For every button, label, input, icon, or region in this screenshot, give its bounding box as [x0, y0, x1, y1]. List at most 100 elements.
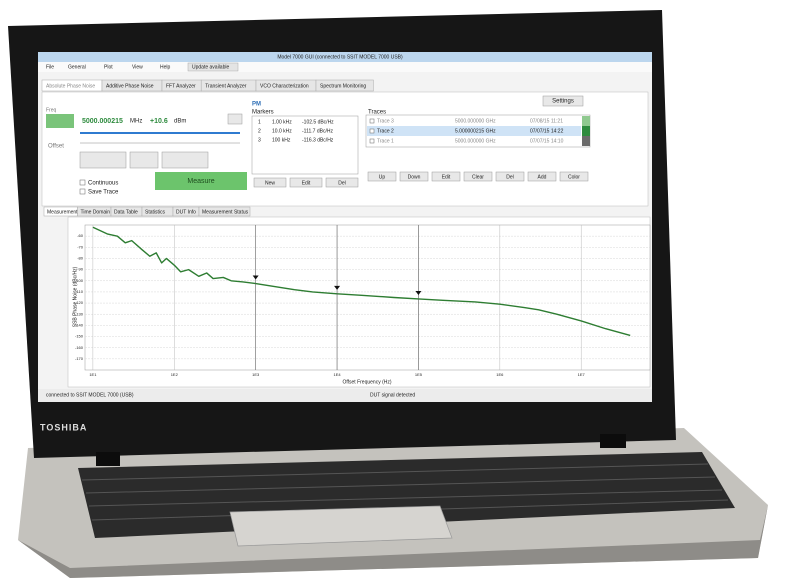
subtab-label: DUT Info — [176, 209, 196, 215]
trace-color — [582, 116, 590, 126]
trace-color — [582, 136, 590, 146]
tab-label: FFT Analyzer — [166, 83, 196, 89]
y-axis-label: SSB Phase Noise (dBc/Hz) — [72, 266, 78, 327]
y-tick-label: -160 — [75, 345, 84, 350]
menu-item[interactable]: Help — [160, 64, 171, 70]
trace-button[interactable] — [463, 171, 493, 182]
trace-button[interactable] — [495, 171, 525, 182]
trace-cell: Trace 1 — [377, 138, 394, 144]
marker-button-label: Del — [338, 180, 346, 186]
key-lines — [81, 463, 729, 521]
subtab-label: Statistics — [145, 209, 166, 215]
trace-button[interactable] — [367, 171, 397, 182]
trace-cell: 07/07/15 14:10 — [530, 138, 564, 144]
option-button[interactable] — [161, 151, 209, 169]
subtab[interactable] — [198, 206, 251, 217]
checkbox[interactable] — [369, 138, 375, 144]
x-tick-label: 1E4 — [333, 372, 341, 377]
trace-button-label: Edit — [442, 174, 451, 180]
marker — [415, 290, 422, 295]
subtab-label: Measurement — [47, 209, 78, 215]
hinge — [600, 434, 626, 448]
status-bar — [38, 389, 652, 402]
update-box[interactable] — [187, 62, 239, 72]
touchpad — [229, 505, 453, 547]
x-tick-label: 1E1 — [89, 372, 97, 377]
trace-cell: 5.000000215 GHz — [455, 128, 496, 134]
marker-cell: 1 — [258, 119, 261, 125]
tab-label: Absolute Phase Noise — [46, 83, 95, 89]
subtab-label: Measurement Status — [202, 209, 249, 215]
marker-cell: 100 kHz — [272, 137, 291, 143]
trace-cell: 07/07/15 14:22 — [530, 128, 564, 134]
marker — [334, 285, 341, 290]
x-tick-label: 1E7 — [578, 372, 586, 377]
settings-button[interactable] — [542, 95, 584, 107]
menu-item[interactable]: Update available — [192, 64, 229, 70]
markers-title: Markers — [252, 110, 274, 116]
selected-row — [367, 126, 581, 136]
menu-item[interactable]: Plot — [104, 64, 113, 70]
marker-cell: 3 — [258, 137, 261, 143]
tab-label: VCO Characterization — [260, 83, 309, 89]
checkbox[interactable] — [369, 128, 375, 134]
menu-item[interactable]: View — [132, 64, 143, 70]
trace-button[interactable] — [559, 171, 589, 182]
title-bar — [38, 52, 652, 62]
subtab-label: Time Domain — [81, 209, 111, 215]
y-tick-label: -120 — [75, 300, 84, 305]
x-tick-label: 1E2 — [171, 372, 179, 377]
menu-bar — [38, 62, 652, 72]
power-unit: dBm — [174, 119, 186, 125]
trace-button[interactable] — [527, 171, 557, 182]
brand: TOSHIBA — [40, 422, 87, 432]
section-label: PM — [252, 102, 261, 108]
menu-item[interactable]: General — [68, 64, 86, 70]
marker-button-label: Edit — [302, 180, 311, 186]
power: +10.6 — [150, 118, 168, 125]
status-connection: connected to SSIT MODEL 7000 (USB) — [46, 392, 134, 398]
trace-button[interactable] — [431, 171, 461, 182]
y-tick-label: -140 — [75, 322, 84, 327]
frequency: 5000.000215 — [82, 118, 123, 125]
y-tick-label: -110 — [75, 289, 83, 294]
marker-button[interactable] — [253, 177, 287, 188]
save-trace: Save Trace — [88, 190, 119, 196]
continuous: Continuous — [88, 181, 118, 187]
option-button[interactable] — [129, 151, 159, 169]
spin-button[interactable] — [227, 113, 243, 125]
trace-button[interactable] — [399, 171, 429, 182]
plot-area — [84, 224, 651, 371]
marker-cell: -116.3 dBc/Hz — [302, 137, 334, 143]
window-title: Model 7000 GUI (connected to SSIT MODEL … — [277, 54, 403, 60]
x-tick-label: 1E6 — [496, 372, 504, 377]
y-tick-label: -80 — [77, 256, 84, 261]
trace-cell: Trace 3 — [377, 118, 394, 124]
menu-item[interactable]: File — [46, 64, 54, 70]
settings-label: Settings — [552, 99, 574, 105]
trace-cell: 5000.000000 GHz — [455, 138, 496, 144]
marker — [252, 275, 259, 280]
measure-button[interactable] — [155, 172, 247, 190]
freq-indicator — [46, 114, 74, 128]
trace-button-label: Down — [408, 174, 421, 180]
y-tick-label: -90 — [77, 267, 84, 272]
x-tick-label: 1E5 — [415, 372, 423, 377]
option-button[interactable] — [79, 151, 127, 169]
marker-cell: 1.00 kHz — [272, 119, 292, 125]
trace-button-label: Del — [506, 174, 514, 180]
trace-color — [582, 126, 590, 136]
marker-button[interactable] — [325, 177, 359, 188]
marker-button[interactable] — [289, 177, 323, 188]
measure-label: Measure — [187, 178, 214, 185]
checkbox[interactable] — [79, 188, 86, 195]
tab[interactable] — [315, 79, 374, 92]
status-signal: DUT signal detected — [370, 392, 415, 398]
checkbox[interactable] — [369, 118, 375, 124]
offset-label: Offset — [48, 144, 64, 150]
marker-cell: -102.5 dBc/Hz — [302, 119, 334, 125]
checkbox[interactable] — [79, 179, 86, 186]
trace-cell: 5000.000000 GHz — [455, 118, 496, 124]
y-tick-label: -170 — [75, 356, 84, 361]
